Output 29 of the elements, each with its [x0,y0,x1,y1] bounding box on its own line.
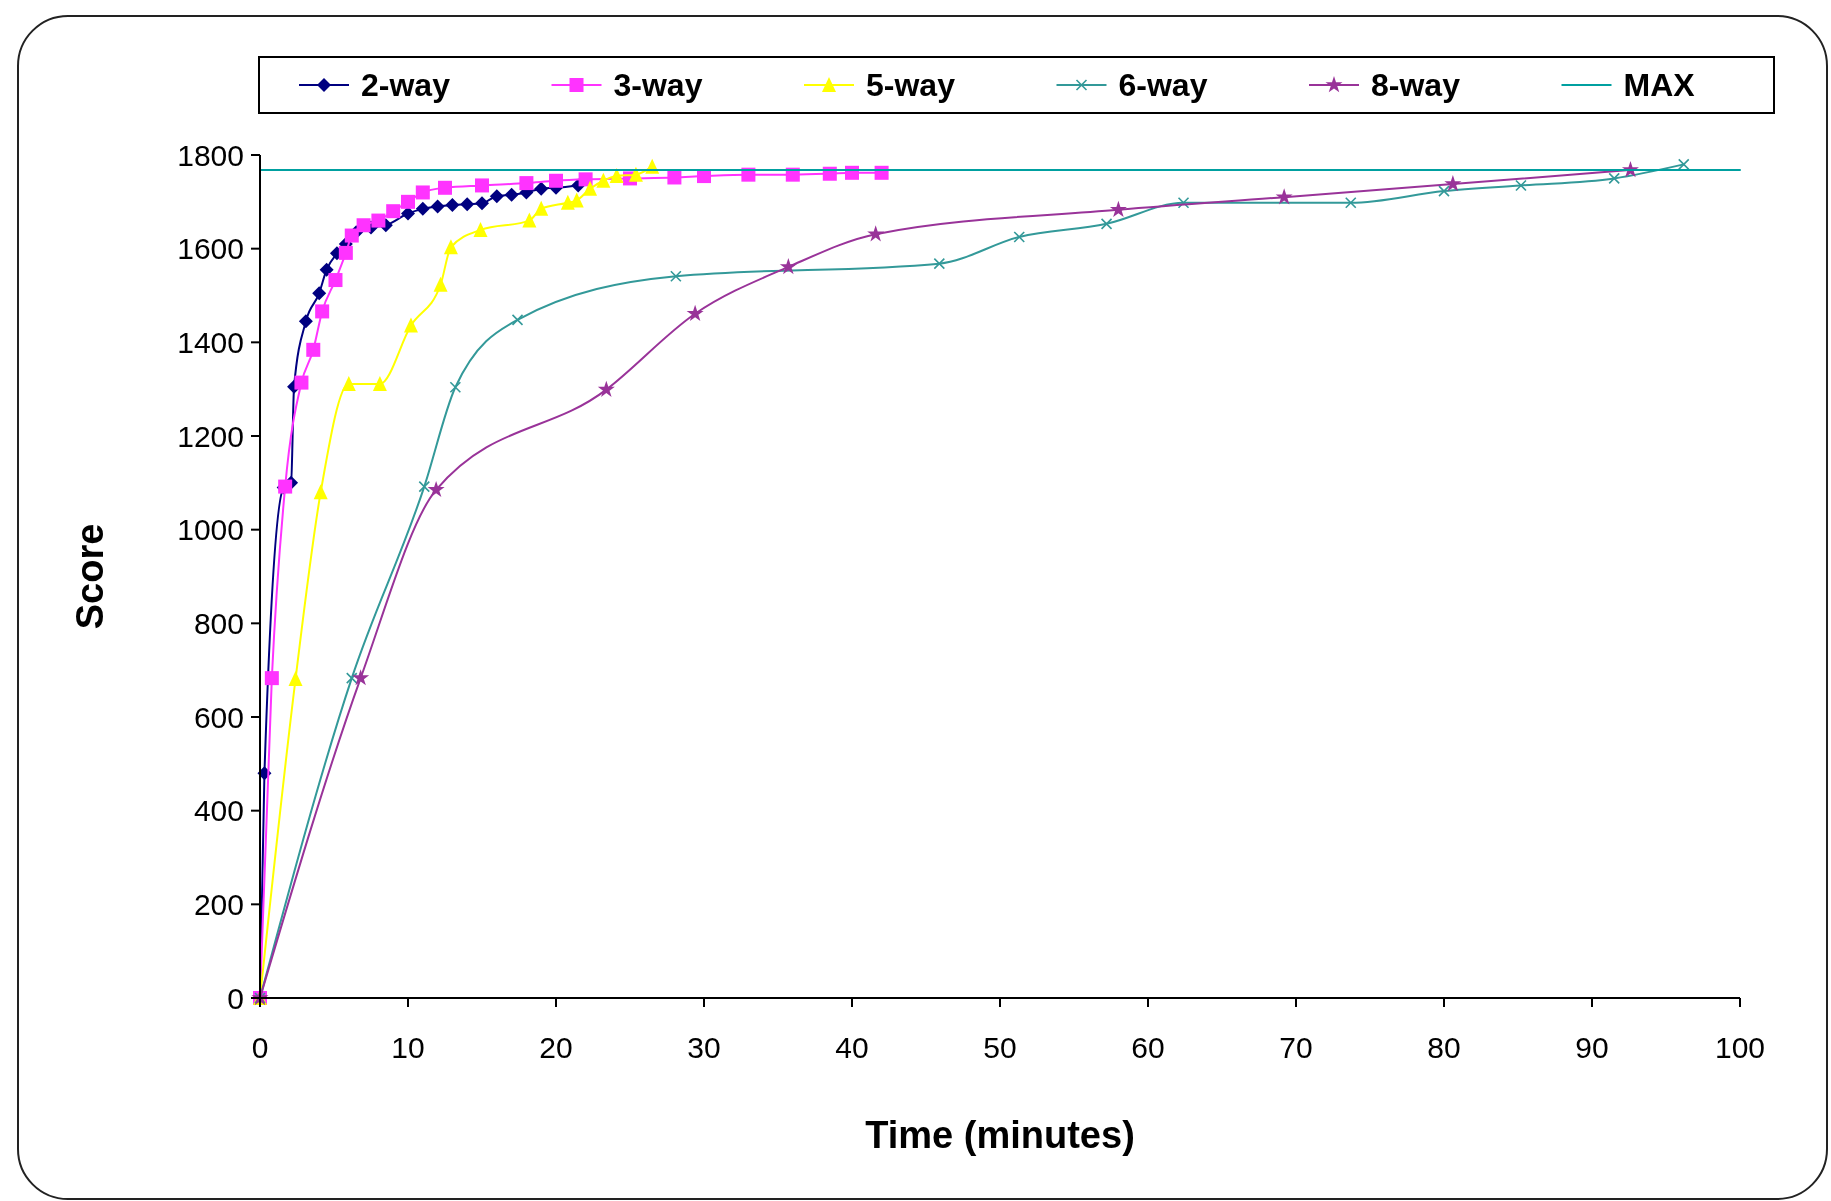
y-tick-label: 200 [193,887,244,921]
x-tick-label: 20 [539,1031,573,1064]
legend-label: 5-way [866,67,956,104]
legend-label: 2-way [361,67,451,104]
x-tick-label: 80 [1427,1031,1461,1064]
y-tick-label: 800 [193,606,244,640]
y-tick-label: 1400 [177,325,244,359]
x-tick-label: 10 [391,1031,425,1064]
y-axis-title: Score [69,523,111,630]
x-tick-label: 50 [983,1031,1017,1064]
x-axis-title: Time (minutes) [865,1114,1135,1156]
x-tick-label: 70 [1279,1031,1313,1064]
y-tick-label: 1000 [177,513,244,547]
x-tick-label: 30 [687,1031,721,1064]
y-tick-label: 1800 [177,138,244,172]
x-tick-label: 100 [1714,1031,1766,1064]
legend-label: MAX [1623,67,1696,104]
y-tick-label: 1200 [177,419,244,453]
y-tick-label: 600 [193,700,244,734]
y-tick-label: 1600 [177,232,244,266]
x-tick-label: 60 [1131,1031,1165,1064]
y-tick-label: 0 [227,981,244,1015]
legend-label: 3-way [613,67,703,104]
x-tick-label: 0 [251,1031,269,1064]
x-tick-label: 90 [1575,1031,1609,1064]
legend-label: 8-way [1371,67,1461,104]
x-tick-label: 40 [835,1031,869,1064]
y-tick-label: 400 [193,794,244,828]
legend-label: 6-way [1118,67,1208,104]
